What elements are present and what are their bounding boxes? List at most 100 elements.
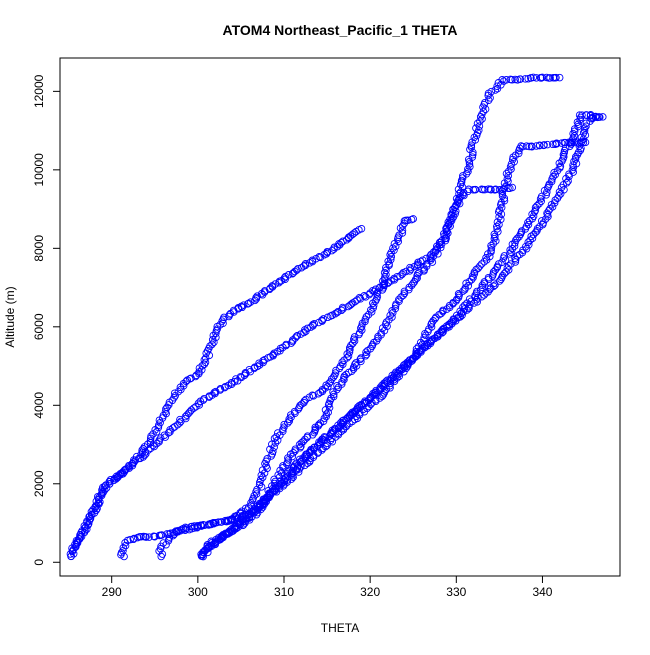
data-point bbox=[464, 167, 472, 176]
data-point bbox=[406, 263, 414, 272]
data-point bbox=[271, 280, 280, 288]
data-point bbox=[478, 283, 487, 292]
y-tick-label: 6000 bbox=[32, 313, 46, 340]
data-point bbox=[318, 435, 327, 444]
data-point bbox=[493, 82, 501, 90]
data-point bbox=[563, 179, 571, 187]
data-point bbox=[398, 226, 407, 234]
data-point bbox=[161, 407, 170, 416]
data-point bbox=[266, 445, 274, 454]
data-point bbox=[323, 441, 331, 450]
data-point bbox=[293, 331, 302, 340]
data-point bbox=[352, 362, 361, 370]
data-point bbox=[280, 420, 288, 429]
data-point bbox=[188, 522, 196, 531]
data-point bbox=[352, 359, 360, 367]
data-point bbox=[487, 241, 495, 250]
data-point bbox=[509, 153, 517, 161]
data-point bbox=[142, 533, 150, 541]
data-point bbox=[516, 75, 524, 83]
data-point bbox=[308, 256, 317, 265]
data-point bbox=[353, 403, 362, 411]
data-point bbox=[320, 414, 329, 423]
data-point bbox=[244, 299, 253, 308]
y-tick-label: 4000 bbox=[32, 392, 46, 419]
data-point bbox=[332, 366, 340, 375]
data-point bbox=[329, 373, 338, 381]
data-point bbox=[253, 292, 261, 300]
data-point bbox=[147, 432, 155, 440]
data-point bbox=[342, 370, 350, 379]
data-point bbox=[521, 75, 530, 83]
data-point bbox=[422, 254, 430, 263]
data-point bbox=[431, 314, 439, 323]
data-point bbox=[491, 86, 500, 94]
data-point bbox=[460, 301, 469, 310]
data-point bbox=[456, 307, 464, 315]
y-tick-label: 8000 bbox=[32, 235, 46, 262]
data-point bbox=[436, 238, 444, 247]
data-point bbox=[527, 232, 535, 241]
data-point bbox=[524, 238, 532, 246]
data-point bbox=[238, 303, 246, 312]
data-point bbox=[296, 443, 304, 452]
data-point bbox=[480, 278, 489, 286]
data-point bbox=[468, 272, 477, 280]
data-point bbox=[409, 279, 417, 288]
data-point bbox=[458, 174, 467, 182]
data-point bbox=[543, 140, 552, 149]
data-point bbox=[545, 206, 553, 215]
data-point bbox=[314, 442, 322, 450]
data-point bbox=[464, 282, 473, 290]
data-point bbox=[528, 234, 537, 243]
data-point bbox=[271, 439, 280, 447]
data-point bbox=[342, 236, 351, 244]
data-point bbox=[250, 492, 258, 500]
data-point bbox=[405, 283, 413, 292]
data-point bbox=[106, 475, 115, 484]
data-point bbox=[257, 483, 266, 491]
axes: 290 300 310 320 330 340 0 2000 4000 6000 8000 10000… bbox=[32, 74, 553, 599]
data-point bbox=[549, 173, 557, 181]
data-point bbox=[500, 194, 509, 203]
data-point bbox=[476, 117, 484, 125]
x-tick-label: 340 bbox=[532, 585, 552, 599]
x-tick-label: 330 bbox=[446, 585, 466, 599]
data-point bbox=[339, 237, 347, 246]
data-point bbox=[466, 145, 474, 154]
data-point bbox=[413, 274, 421, 282]
data-point bbox=[400, 287, 409, 296]
data-point bbox=[471, 291, 479, 300]
data-point bbox=[154, 423, 163, 432]
data-point bbox=[158, 531, 166, 539]
data-point bbox=[569, 161, 577, 169]
data-point bbox=[580, 126, 589, 135]
data-point bbox=[177, 525, 186, 534]
data-point bbox=[535, 199, 543, 208]
data-point bbox=[455, 199, 464, 208]
data-point bbox=[258, 473, 267, 482]
data-point bbox=[467, 297, 475, 305]
data-point bbox=[319, 436, 328, 445]
data-point bbox=[98, 487, 106, 496]
data-point bbox=[149, 430, 157, 438]
data-point bbox=[503, 175, 512, 183]
data-point bbox=[511, 254, 519, 263]
data-point bbox=[413, 270, 422, 278]
data-point bbox=[480, 257, 489, 266]
data-point bbox=[574, 122, 582, 131]
data-point bbox=[204, 543, 213, 551]
data-point bbox=[140, 451, 149, 459]
data-point bbox=[457, 309, 466, 317]
data-point bbox=[476, 262, 484, 270]
data-point bbox=[170, 389, 179, 397]
data-point bbox=[206, 342, 214, 350]
data-point bbox=[498, 189, 507, 198]
data-point bbox=[112, 472, 121, 481]
data-point bbox=[398, 270, 406, 279]
data-point bbox=[495, 206, 504, 214]
data-point bbox=[473, 119, 482, 128]
data-point bbox=[501, 256, 510, 264]
